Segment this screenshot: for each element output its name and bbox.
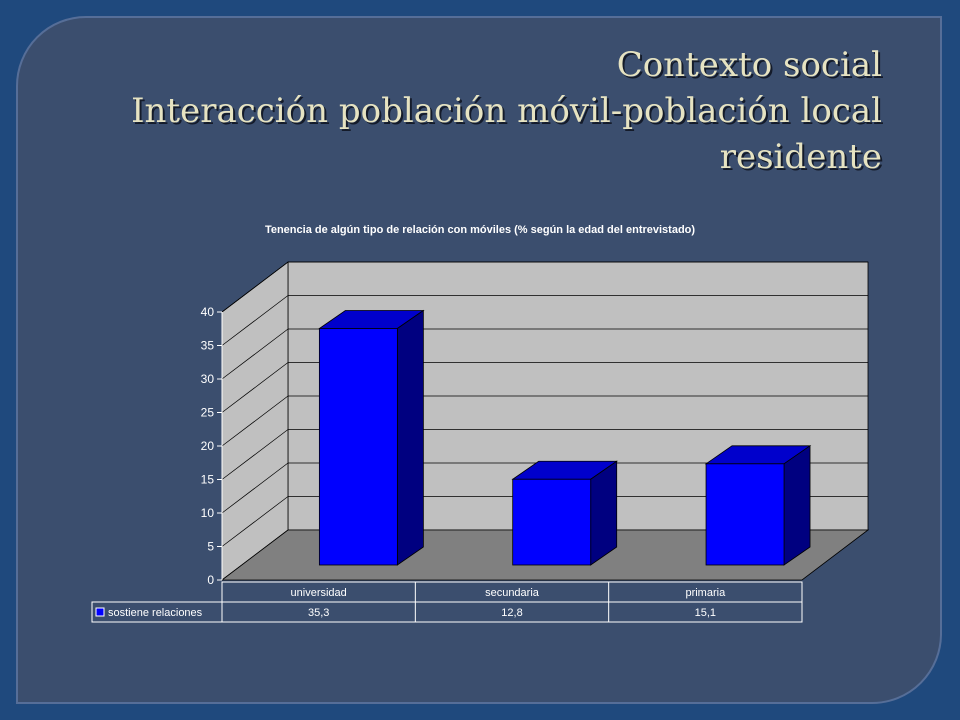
data-label: 35,3 <box>308 607 329 619</box>
bar-side <box>590 460 618 566</box>
x-category-label: primaria <box>685 587 726 599</box>
y-tick-label: 25 <box>201 406 215 420</box>
gridline-side <box>221 328 289 380</box>
x-category-label: universidad <box>291 587 347 599</box>
x-category-label: secundaria <box>485 587 540 599</box>
gridline-side <box>221 395 289 447</box>
y-tick-label: 35 <box>201 339 215 353</box>
slide-title: Contexto social Interacción población mó… <box>62 42 882 180</box>
gridline-side <box>221 462 289 514</box>
slide-title-line-3: residente <box>719 137 882 177</box>
data-table-value-row <box>91 601 803 623</box>
slide-title-line-1: Contexto social <box>616 45 882 85</box>
legend-entry: sostiene relaciones <box>108 607 203 619</box>
gridline-side <box>221 429 289 480</box>
gridline-side <box>221 496 289 547</box>
bar-side <box>396 309 424 566</box>
legend-swatch <box>95 607 105 617</box>
chart-title: Tenencia de algún tipo de relación con m… <box>264 224 696 236</box>
bar <box>512 478 592 566</box>
slide-title-line-2: Interacción población móvil-población lo… <box>131 91 882 131</box>
y-tick-label: 10 <box>201 506 215 520</box>
y-tick-label: 40 <box>201 305 215 319</box>
data-label: 12,8 <box>501 607 522 619</box>
gridline-side <box>221 261 289 313</box>
y-tick-label: 30 <box>201 372 215 386</box>
data-label: 15,1 <box>695 607 716 619</box>
y-tick-label: 0 <box>207 573 214 587</box>
y-tick-label: 15 <box>201 473 215 487</box>
bar <box>705 463 785 566</box>
y-tick-label: 20 <box>201 439 215 453</box>
bar <box>318 328 398 566</box>
gridline-side <box>221 362 289 413</box>
gridline-side <box>221 295 289 346</box>
y-tick-label: 5 <box>207 540 214 554</box>
bar-side <box>783 445 811 566</box>
